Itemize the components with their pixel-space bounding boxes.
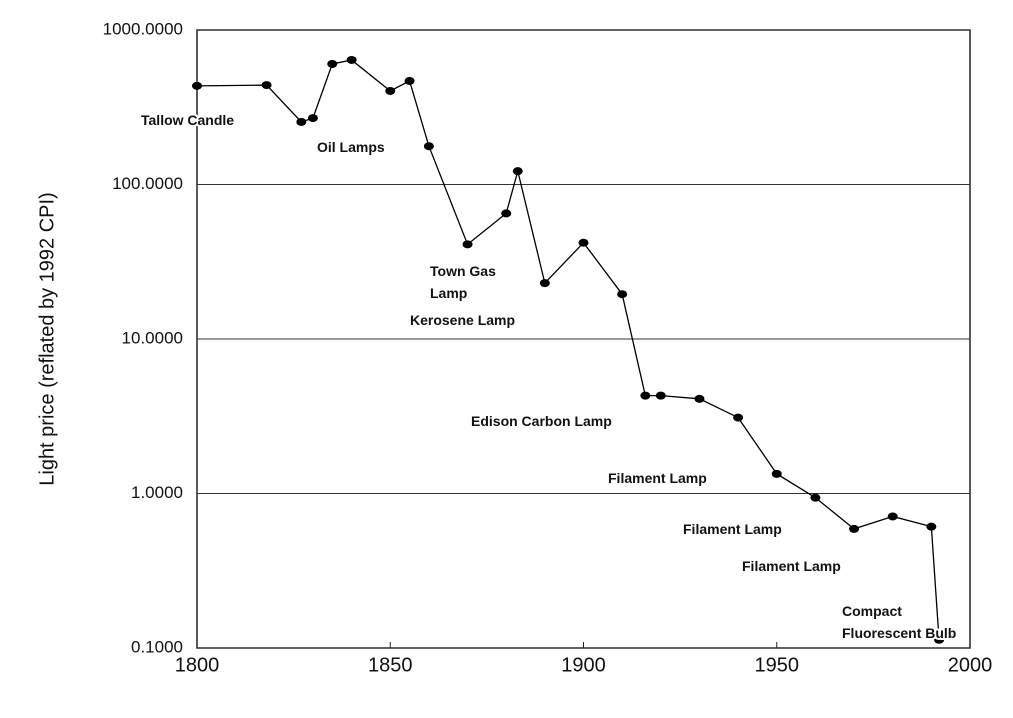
x-tick-label: 1850 — [368, 654, 413, 676]
annotation: Town Gas Lamp — [430, 263, 496, 301]
point — [327, 59, 338, 68]
annotation: Filament Lamp — [608, 470, 707, 486]
annotation-line: Town Gas — [430, 263, 496, 279]
y-tick-label: 1000.0000 — [103, 19, 183, 38]
point — [385, 86, 396, 95]
annotation: Edison Carbon Lamp — [471, 413, 612, 429]
point — [423, 142, 434, 151]
point — [733, 413, 744, 422]
annotation: Filament Lamp — [742, 558, 841, 574]
annotation-line: Oil Lamps — [317, 139, 385, 155]
point — [694, 394, 705, 403]
point — [849, 524, 860, 533]
line — [196, 59, 940, 640]
annotation-line: Kerosene Lamp — [410, 312, 515, 328]
point — [640, 391, 651, 400]
x-tick-label: 1800 — [175, 654, 220, 676]
y-axis-label: Light price (reflated by 1992 CPI) — [36, 192, 58, 486]
annotation: Oil Lamps — [317, 139, 385, 155]
annotation: Tallow Candle — [141, 112, 234, 128]
point — [810, 493, 821, 502]
y-tick-label: 1.0000 — [131, 483, 183, 502]
point — [617, 290, 628, 299]
x-tick-label: 1900 — [561, 654, 606, 676]
annotation-line: Filament Lamp — [742, 558, 841, 574]
annotation: Compact Fluorescent Bulb — [842, 603, 956, 641]
point — [307, 114, 318, 123]
point — [404, 76, 415, 85]
point — [926, 522, 937, 531]
point — [346, 55, 357, 64]
point — [934, 635, 945, 644]
point — [655, 391, 666, 400]
y-tick-label: 0.1000 — [131, 637, 183, 656]
y-tick-label: 10.0000 — [122, 328, 183, 347]
annotation-line: Edison Carbon Lamp — [471, 413, 612, 429]
annotation: Kerosene Lamp — [410, 312, 515, 328]
annotation-line: Compact — [842, 603, 902, 619]
point — [501, 209, 512, 218]
point — [512, 167, 523, 176]
point — [771, 469, 782, 478]
point — [261, 81, 272, 90]
annotation-line: Lamp — [430, 285, 467, 301]
point — [296, 117, 307, 126]
annotation-line: Filament Lamp — [608, 470, 707, 486]
y-tick-label: 100.0000 — [112, 174, 183, 193]
x-tick-label: 1950 — [755, 654, 800, 676]
point — [192, 81, 202, 90]
annotation: Filament Lamp — [683, 521, 782, 537]
x-tick-label: 2000 — [948, 654, 993, 676]
annotation-line: Fluorescent Bulb — [842, 625, 956, 641]
point — [539, 279, 550, 288]
annotation-line: Filament Lamp — [683, 521, 782, 537]
point — [887, 512, 898, 521]
annotation-line: Tallow Candle — [141, 112, 234, 128]
point — [462, 240, 473, 249]
point — [578, 238, 589, 247]
